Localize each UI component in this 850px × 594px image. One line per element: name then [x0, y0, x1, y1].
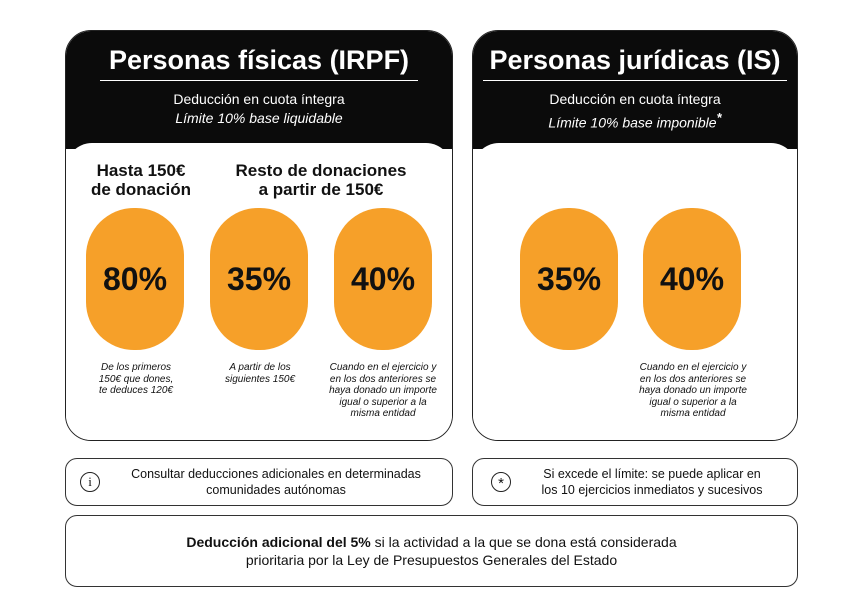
text-line: comunidades autónomas: [206, 483, 346, 497]
text-line: igual o superior a la: [339, 396, 427, 408]
subtitle: Deducción en cuota íntegra: [549, 91, 721, 107]
card-header: Personas jurídicas (IS) Deducción en cuo…: [473, 31, 797, 149]
subtitle: Deducción en cuota íntegra: [173, 91, 345, 107]
text-line: misma entidad: [660, 408, 726, 419]
divider: [100, 80, 418, 81]
percent-pill: 40%: [334, 208, 432, 350]
group-heading: Hasta 150€ de donación: [76, 161, 206, 199]
card-header: Personas físicas (IRPF) Deducción en cuo…: [66, 31, 452, 149]
heading-line: Resto de donaciones: [235, 161, 407, 180]
limit-box: * Si excede el límite: se puede aplicar …: [472, 458, 798, 506]
text-line: 150€ que dones,: [98, 373, 174, 385]
note: Cuando en el ejercicio y en los dos anter…: [308, 362, 452, 420]
text-line: Cuando en el ejercicio y: [639, 362, 747, 373]
divider: [483, 80, 787, 81]
text-line: De los primeros: [100, 362, 172, 373]
text-line: Si excede el límite: se puede aplicar en: [543, 467, 761, 481]
right-card: Personas jurídicas (IS) Deducción en cuo…: [472, 30, 798, 441]
footer-line: prioritaria por la Ley de Presupuestos G…: [245, 552, 618, 568]
text-line: siguientes 150€: [224, 373, 296, 385]
info-icon: i: [80, 472, 100, 492]
card-title: Personas jurídicas (IS): [489, 45, 781, 75]
percent-pill: 35%: [520, 208, 618, 350]
card-body: 35% 40% Cuando en el ejercicio y en los d…: [473, 143, 797, 440]
card-body: Hasta 150€ de donación Resto de donacion…: [66, 143, 452, 440]
percent-pill: 35%: [210, 208, 308, 350]
info-box: i Consultar deducciones adicionales en d…: [65, 458, 453, 506]
heading-line: Hasta 150€: [96, 161, 186, 180]
note: De los primeros 150€ que dones, te deduces…: [66, 362, 211, 397]
footer-box: Deducción adicional del 5% si la activid…: [65, 515, 798, 587]
heading-line: a partir de 150€: [258, 180, 384, 199]
note: A partir de los siguientes 150€: [185, 362, 335, 385]
percent-pill: 80%: [86, 208, 184, 350]
footer-line: Deducción adicional del 5% si la activid…: [66, 533, 797, 551]
note: Cuando en el ejercicio y en los dos anter…: [618, 362, 768, 420]
limit-text: Si excede el límite: se puede aplicar en…: [513, 466, 791, 498]
footer-text: si la actividad a la que se dona está co…: [370, 534, 677, 550]
asterisk-icon: *: [491, 472, 511, 492]
limit-line: Límite 10% base imponible*: [473, 110, 797, 131]
card-title: Personas físicas (IRPF): [108, 45, 410, 75]
text-line: los 10 ejercicios inmediatos y sucesivos: [541, 483, 763, 497]
group-heading: Resto de donaciones a partir de 150€: [211, 161, 431, 199]
text-line: en los dos anteriores se: [329, 373, 437, 385]
text-line: misma entidad: [350, 408, 416, 419]
percent-pill: 40%: [643, 208, 741, 350]
text-line: igual o superior a la: [649, 396, 737, 408]
left-card: Personas físicas (IRPF) Deducción en cuo…: [65, 30, 453, 441]
text-line: Consultar deducciones adicionales en det…: [131, 467, 421, 481]
limit-mark: *: [716, 110, 722, 125]
limit: Límite 10% base liquidable: [175, 110, 343, 126]
heading-line: de donación: [90, 180, 192, 199]
text-line: haya donado un importe: [329, 385, 437, 396]
info-text: Consultar deducciones adicionales en det…: [106, 466, 446, 498]
footer-bold: Deducción adicional del 5%: [186, 534, 371, 550]
text-line: A partir de los: [229, 362, 291, 373]
text-line: en los dos anteriores se: [639, 373, 747, 385]
limit: Límite 10% base imponible: [548, 114, 717, 131]
text-line: Cuando en el ejercicio y: [329, 362, 437, 373]
text-line: te deduces 120€: [99, 385, 173, 396]
text-line: haya donado un importe: [639, 385, 747, 396]
